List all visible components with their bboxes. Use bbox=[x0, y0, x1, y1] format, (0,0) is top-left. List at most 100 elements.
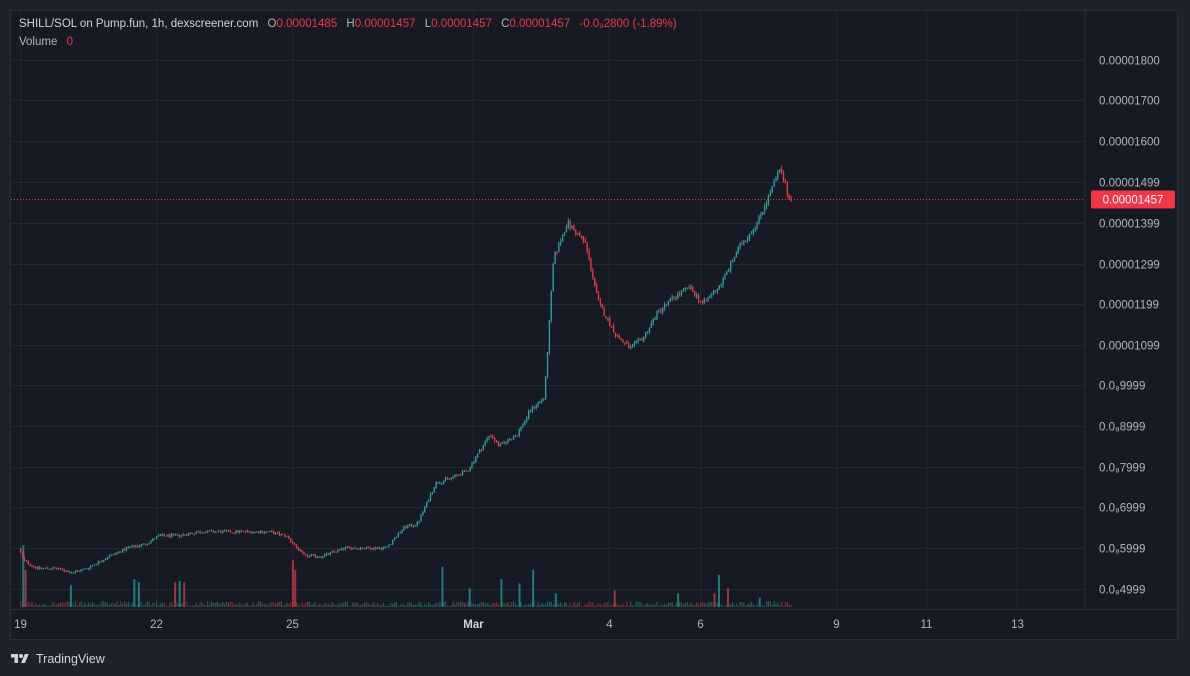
volume-bar bbox=[465, 603, 467, 607]
y-tick-label: 0.0₈4999 bbox=[1099, 585, 1145, 597]
volume-bar bbox=[235, 604, 237, 607]
candle-body bbox=[522, 424, 524, 427]
volume-bar bbox=[514, 603, 517, 607]
volume-bar bbox=[701, 601, 703, 607]
chart-pane[interactable]: 0.00001457 0.0₈4999 0.0₈5999 0.0₈6999 0.0₈7… bbox=[10, 10, 1178, 640]
candle-body bbox=[295, 545, 298, 548]
volume-bar bbox=[443, 602, 445, 607]
volume-bar bbox=[654, 605, 656, 607]
candle-body bbox=[254, 531, 256, 533]
candle-body bbox=[239, 531, 241, 533]
volume-bar bbox=[214, 602, 216, 607]
ohlc-low: L0.00001457 bbox=[425, 18, 492, 30]
candle-body bbox=[244, 530, 247, 532]
candle-body bbox=[301, 550, 303, 553]
candle-body bbox=[597, 291, 600, 301]
candle-body bbox=[216, 531, 218, 533]
candle-body bbox=[584, 240, 586, 243]
candle-body bbox=[348, 546, 350, 548]
candle-body bbox=[722, 277, 724, 285]
candle-body bbox=[460, 474, 462, 476]
volume-bar bbox=[199, 602, 201, 607]
candle-body bbox=[205, 531, 207, 534]
candle-body bbox=[533, 406, 535, 409]
volume-bar bbox=[569, 602, 571, 607]
volume-bar bbox=[775, 603, 777, 607]
volume-bar bbox=[765, 601, 768, 607]
volume-bar bbox=[656, 601, 658, 607]
volume-bar bbox=[229, 601, 231, 607]
volume-bar bbox=[488, 604, 490, 607]
candle-body bbox=[23, 557, 26, 561]
candle-body bbox=[199, 531, 201, 533]
volume-bar bbox=[444, 601, 447, 607]
volume-bar bbox=[31, 601, 33, 607]
volume-bar bbox=[482, 601, 484, 607]
volume-bar bbox=[507, 601, 509, 607]
candle-body bbox=[61, 568, 63, 570]
candle-body bbox=[505, 442, 507, 444]
candle-body bbox=[692, 286, 694, 292]
candle-body bbox=[673, 297, 675, 299]
volume-bar bbox=[397, 605, 399, 607]
candle-body bbox=[103, 559, 105, 562]
candle-body bbox=[358, 548, 360, 550]
volume-bar bbox=[384, 605, 386, 607]
volume-bar bbox=[303, 604, 305, 607]
volume-spike bbox=[677, 593, 680, 607]
tradingview-logo-icon[interactable] bbox=[10, 652, 30, 666]
volume-bar bbox=[95, 605, 97, 607]
candle-body bbox=[412, 525, 415, 527]
candle-body bbox=[52, 567, 54, 569]
candle-body bbox=[439, 483, 441, 485]
candle-body bbox=[461, 471, 464, 476]
volume-bar bbox=[477, 604, 479, 607]
volume-bar bbox=[748, 604, 751, 607]
volume-spike bbox=[291, 560, 294, 607]
candle-body bbox=[33, 565, 35, 567]
time-axis: 19 22 25 Mar 4 6 9 11 13 bbox=[14, 619, 1024, 631]
candle-body bbox=[327, 553, 330, 555]
candle-body bbox=[527, 411, 530, 418]
candle-body bbox=[118, 551, 120, 553]
candle-body bbox=[786, 183, 788, 195]
volume-bar bbox=[276, 601, 279, 607]
candle-body bbox=[486, 438, 488, 442]
candle-body bbox=[484, 441, 486, 446]
candle-body bbox=[697, 294, 700, 301]
volume-bar bbox=[412, 604, 415, 607]
volume-bar bbox=[231, 601, 233, 607]
candle-body bbox=[482, 445, 484, 451]
candle-body bbox=[429, 494, 432, 501]
volume-bar bbox=[48, 605, 50, 607]
tradingview-brand[interactable]: TradingView bbox=[36, 652, 105, 666]
candle-body bbox=[626, 342, 628, 344]
candle-body bbox=[165, 535, 167, 537]
volume-label[interactable]: Volume bbox=[19, 36, 58, 48]
volume-bar bbox=[420, 602, 422, 607]
candle-body bbox=[492, 436, 494, 439]
candle-body bbox=[122, 548, 124, 553]
candle-body bbox=[420, 514, 422, 522]
volume-bar bbox=[299, 605, 301, 607]
volume-bar bbox=[764, 605, 766, 607]
candle-body bbox=[684, 287, 686, 290]
candle-body bbox=[133, 545, 135, 548]
candle-body bbox=[382, 547, 384, 550]
ohlc-high-label: H bbox=[346, 18, 355, 30]
volume-bar bbox=[233, 604, 235, 607]
volume-bar bbox=[382, 602, 384, 607]
candle-body bbox=[705, 299, 707, 301]
volume-bar bbox=[548, 601, 551, 607]
chart-canvas[interactable]: 0.00001457 0.0₈4999 0.0₈5999 0.0₈6999 0.0₈7… bbox=[11, 11, 1177, 639]
volume-bar bbox=[88, 602, 90, 607]
candlesticks bbox=[20, 165, 792, 574]
volume-bar bbox=[212, 602, 214, 607]
volume-spike bbox=[294, 569, 297, 607]
volume-bar bbox=[626, 601, 628, 607]
candle-body bbox=[633, 342, 636, 346]
candle-body bbox=[356, 548, 358, 550]
volume-bar bbox=[271, 601, 273, 607]
symbol-title[interactable]: SHILL/SOL on Pump.fun, 1h, dexscreener.c… bbox=[19, 18, 259, 30]
volume-bar bbox=[720, 604, 722, 607]
